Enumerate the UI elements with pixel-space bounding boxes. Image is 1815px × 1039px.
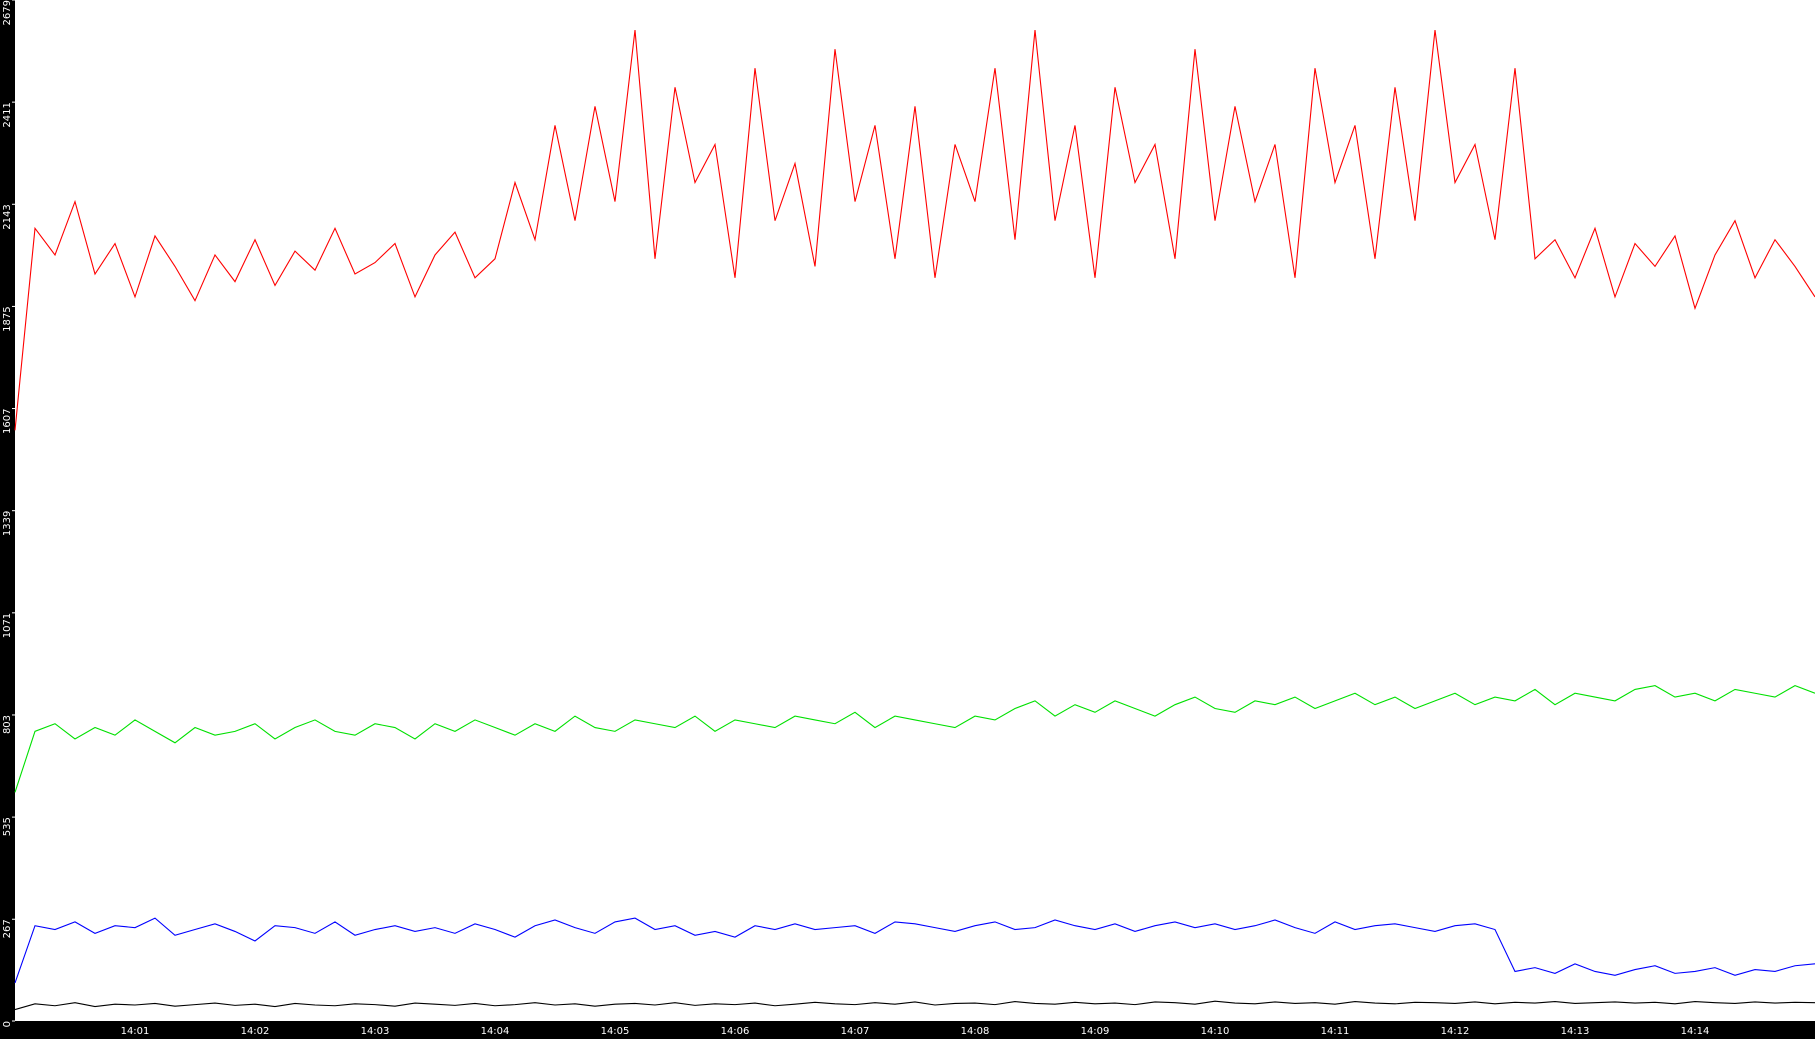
x-tick-label: 14:08 [961, 1026, 990, 1037]
x-tick-label: 14:13 [1561, 1026, 1590, 1037]
x-axis-strip [0, 1021, 1815, 1039]
y-tick-label: 1339 [2, 511, 13, 536]
series-line [14, 1000, 1815, 1011]
y-tick-label: 2679 [2, 0, 13, 25]
y-tick-label: 1607 [2, 409, 13, 434]
y-tick-label: 1071 [2, 613, 13, 638]
x-tick-label: 14:02 [241, 1026, 270, 1037]
y-tick-label: 803 [2, 715, 13, 734]
x-tick-label: 14:04 [481, 1026, 510, 1037]
x-tick-label: 14:12 [1441, 1026, 1470, 1037]
x-tick-label: 14:09 [1081, 1026, 1110, 1037]
x-tick-label: 14:03 [361, 1026, 390, 1037]
series-line [14, 685, 1815, 793]
series-line [14, 30, 1815, 431]
x-tick-label: 14:11 [1321, 1026, 1350, 1037]
x-tick-label: 14:05 [601, 1026, 630, 1037]
series-line [14, 917, 1815, 984]
y-tick-label: 2411 [2, 102, 13, 127]
x-tick-label: 14:01 [121, 1026, 150, 1037]
y-axis-strip [0, 0, 15, 1039]
x-tick-label: 14:07 [841, 1026, 870, 1037]
x-tick-label: 14:14 [1681, 1026, 1710, 1037]
y-tick-label: 2143 [2, 204, 13, 229]
y-tick-label: 0 [2, 1021, 13, 1027]
x-tick-label: 14:06 [721, 1026, 750, 1037]
y-tick-label: 267 [2, 919, 13, 938]
y-tick-label: 1875 [2, 306, 13, 331]
x-tick-label: 14:10 [1201, 1026, 1230, 1037]
y-tick-label: 535 [2, 817, 13, 836]
